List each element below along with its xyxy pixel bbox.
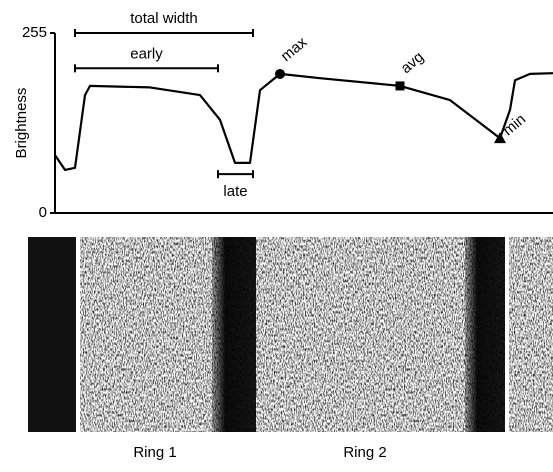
y-axis-label: Brightness bbox=[13, 88, 30, 159]
y-tick-label: 255 bbox=[22, 24, 47, 41]
annotation-label: early bbox=[130, 45, 163, 62]
avg-marker bbox=[395, 81, 405, 91]
y-tick-label: 0 bbox=[39, 204, 47, 221]
marker-label: max bbox=[278, 33, 311, 65]
marker-label: min bbox=[500, 111, 529, 140]
annotation-label: late bbox=[223, 183, 247, 200]
ring-label: Ring 2 bbox=[343, 444, 386, 461]
annotation-label: total width bbox=[130, 10, 198, 27]
max-marker bbox=[275, 68, 285, 79]
marker-label: avg bbox=[398, 48, 427, 77]
ring-label: Ring 1 bbox=[133, 444, 176, 461]
wood-image bbox=[28, 237, 553, 432]
brightness-line bbox=[54, 72, 553, 171]
min-marker bbox=[494, 132, 506, 144]
